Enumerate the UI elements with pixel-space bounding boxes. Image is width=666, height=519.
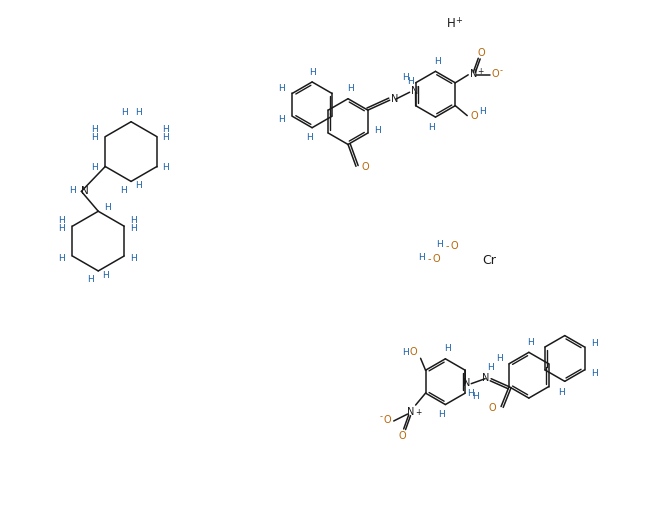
Text: N: N <box>411 86 418 96</box>
Text: +: + <box>455 16 462 25</box>
Text: H: H <box>434 57 441 66</box>
Text: H: H <box>444 344 451 353</box>
Text: H: H <box>472 392 478 401</box>
Text: O: O <box>361 162 369 172</box>
Text: H: H <box>402 73 409 83</box>
Text: -: - <box>500 66 503 75</box>
Text: H: H <box>278 84 285 93</box>
Text: N: N <box>463 378 470 388</box>
Text: H: H <box>591 338 598 348</box>
Text: H: H <box>558 388 565 397</box>
Text: +: + <box>416 407 422 417</box>
Text: N: N <box>482 373 490 383</box>
Text: H: H <box>487 363 494 372</box>
Text: H: H <box>135 181 141 190</box>
Text: H: H <box>130 224 137 233</box>
Text: H: H <box>309 67 316 76</box>
Text: H: H <box>91 163 98 172</box>
Text: H: H <box>104 203 111 212</box>
Text: -: - <box>446 241 449 251</box>
Text: O: O <box>410 347 418 358</box>
Text: H: H <box>407 77 414 86</box>
Text: H: H <box>87 276 94 284</box>
Text: H: H <box>479 107 486 116</box>
Text: H: H <box>135 108 141 117</box>
Text: H: H <box>467 389 474 398</box>
Text: H: H <box>91 125 98 134</box>
Text: N: N <box>391 94 398 104</box>
Text: O: O <box>399 431 406 441</box>
Text: H: H <box>120 186 127 195</box>
Text: N: N <box>81 186 89 196</box>
Text: H: H <box>58 253 65 263</box>
Text: H: H <box>69 186 76 195</box>
Text: H: H <box>163 133 169 142</box>
Text: H: H <box>402 348 409 357</box>
Text: H: H <box>527 338 534 347</box>
Text: H: H <box>130 216 137 225</box>
Text: O: O <box>478 48 485 58</box>
Text: H: H <box>130 253 137 263</box>
Text: +: + <box>477 67 484 76</box>
Text: Cr: Cr <box>482 254 496 267</box>
Text: H: H <box>428 122 435 131</box>
Text: N: N <box>470 69 477 79</box>
Text: H: H <box>496 354 502 363</box>
Text: H: H <box>91 133 98 142</box>
Text: H: H <box>306 133 312 142</box>
Text: H: H <box>374 126 381 134</box>
Text: H: H <box>436 240 443 249</box>
Text: H: H <box>438 410 445 419</box>
Text: -: - <box>380 413 382 421</box>
Text: H: H <box>102 271 109 280</box>
Text: O: O <box>470 111 478 120</box>
Text: O: O <box>450 241 458 251</box>
Text: H: H <box>121 108 127 117</box>
Text: N: N <box>407 407 414 417</box>
Text: O: O <box>433 254 440 264</box>
Text: H: H <box>163 125 169 134</box>
Text: O: O <box>492 69 499 79</box>
Text: H: H <box>58 224 65 233</box>
Text: H: H <box>163 163 169 172</box>
Text: H: H <box>447 17 456 30</box>
Text: H: H <box>346 84 354 93</box>
Text: O: O <box>384 415 392 425</box>
Text: H: H <box>418 253 425 262</box>
Text: -: - <box>428 254 431 264</box>
Text: O: O <box>488 403 496 413</box>
Text: H: H <box>58 216 65 225</box>
Text: H: H <box>278 115 285 124</box>
Text: H: H <box>591 370 598 378</box>
